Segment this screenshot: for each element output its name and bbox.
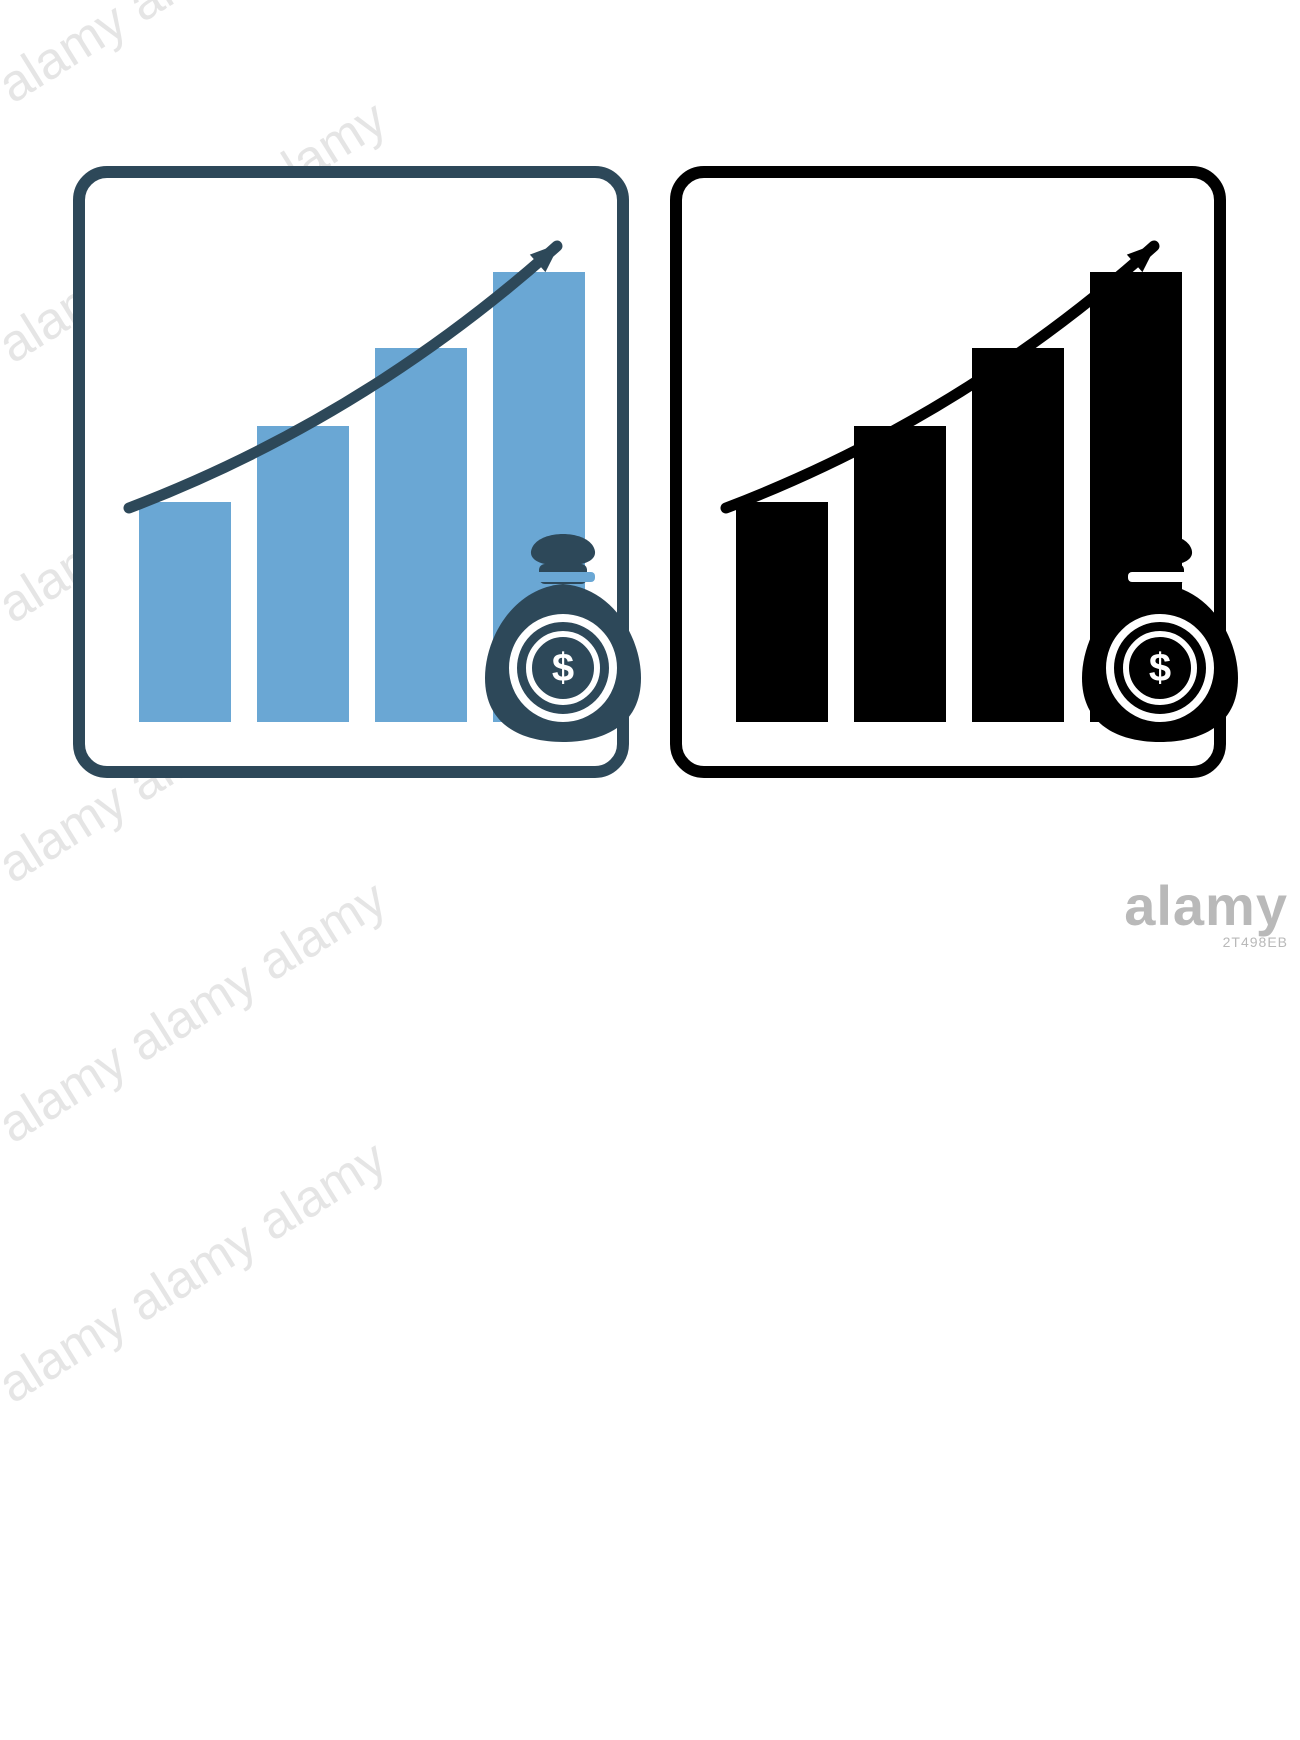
money-bag-icon: $ — [473, 528, 653, 748]
canvas: { "canvas": { "width": 1300, "height": 9… — [0, 0, 1300, 956]
dollar-sign: $ — [1149, 646, 1171, 690]
dollar-sign: $ — [552, 646, 574, 690]
money-bag-icon: $ — [1070, 528, 1250, 748]
watermark-diagonal: alamy alamy alamy alamy alamy alamy alam… — [0, 1129, 397, 1740]
growth-chart-panel-mono: $ — [670, 166, 1226, 778]
watermark-corner: alamy 2T498EB — [1124, 873, 1288, 950]
watermark-brand: alamy — [1124, 873, 1288, 938]
growth-chart-panel-color: $ — [73, 166, 629, 778]
